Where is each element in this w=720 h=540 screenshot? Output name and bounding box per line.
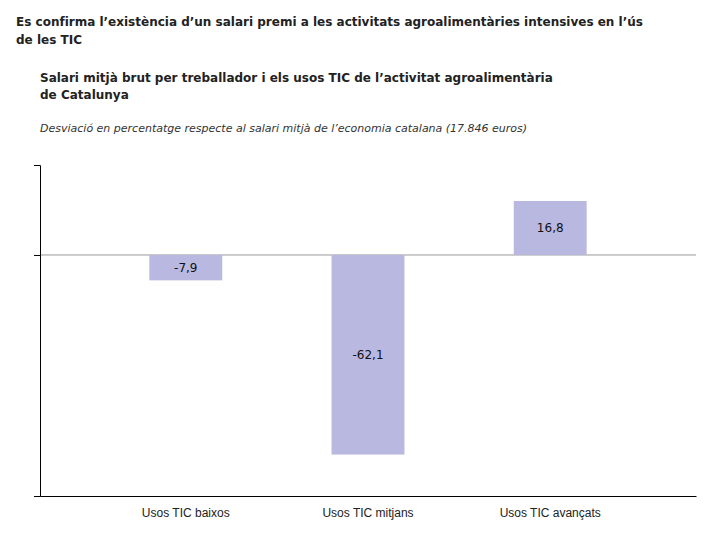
x-tick-label: Usos TIC avançats (500, 506, 601, 520)
data-labels: -7,9 -62,1 16,8 (174, 221, 564, 362)
y-axis (34, 166, 41, 497)
y-tick (34, 255, 40, 256)
data-label: -7,9 (174, 261, 197, 275)
title-line: Es confirma l’existència d’un salari pre… (16, 15, 643, 29)
chart-svg: Es confirma l’existència d’un salari pre… (0, 0, 720, 540)
x-tick: Usos TIC avançats (500, 506, 601, 520)
bars (149, 201, 586, 455)
y-tick-mark (34, 255, 40, 256)
subtitle-line: Salari mitjà brut per treballador i els … (40, 71, 553, 85)
x-axis-line (41, 496, 697, 497)
data-label: -62,1 (352, 348, 383, 362)
x-axis: Usos TIC baixos Usos TIC mitjans Usos TIC … (41, 497, 697, 520)
x-tick: Usos TIC mitjans (322, 506, 413, 520)
x-tick-label: Usos TIC mitjans (322, 506, 413, 520)
title-line: de les TIC (16, 33, 82, 47)
annotation: Desviació en percentatge respecte al sal… (40, 122, 527, 135)
subtitle: Salari mitjà brut per treballador i els … (40, 71, 553, 102)
data-label: 16,8 (537, 221, 564, 235)
title: Es confirma l’existència d’un salari pre… (16, 15, 643, 47)
x-tick-label: Usos TIC baixos (142, 506, 230, 520)
plot: Usos TIC baixos Usos TIC mitjans Usos TIC … (34, 166, 697, 520)
header: Es confirma l’existència d’un salari pre… (16, 15, 643, 47)
bar (149, 255, 222, 280)
bar (514, 201, 587, 255)
info-box: Salari mitjà brut per treballador i els … (40, 71, 553, 135)
subtitle-line: de Catalunya (40, 88, 129, 102)
x-tick: Usos TIC baixos (142, 506, 230, 520)
bar (332, 255, 405, 455)
y-axis-line (34, 166, 41, 497)
